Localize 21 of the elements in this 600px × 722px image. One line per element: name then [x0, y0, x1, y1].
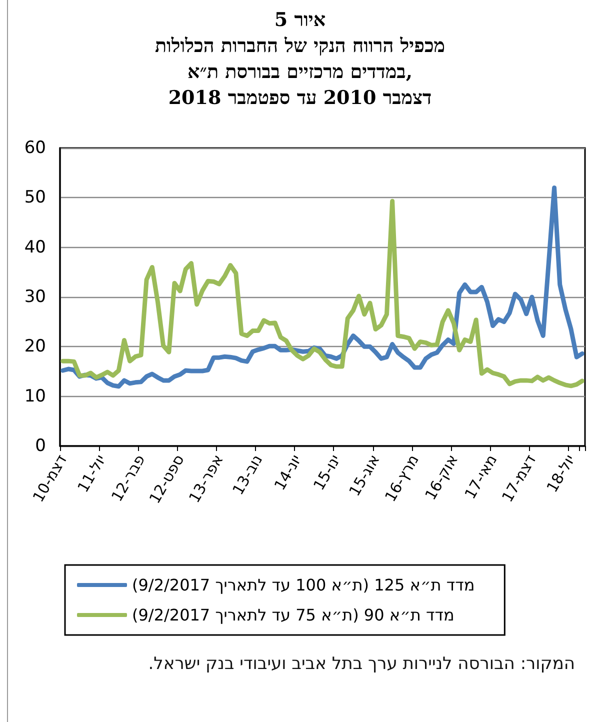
x-tick-label: דצמ-17	[498, 452, 540, 506]
legend-label: מדד ת״א 125 (ת״א 100 עד לתאריך 9/2/2017)	[132, 576, 475, 594]
x-tick-label: יול-11	[74, 452, 110, 496]
y-tick-label: 20	[24, 336, 46, 357]
y-tick-label: 40	[24, 237, 46, 258]
x-tick-label: ינו-15	[310, 452, 344, 494]
y-tick-label: 60	[24, 138, 46, 158]
y-tick-label: 50	[24, 188, 46, 208]
y-tick-label: 10	[24, 386, 46, 406]
text: המקור: הבורסה לניירות ערך בתל אביב ועיבודי בנק ישראל.	[147, 653, 575, 676]
y-tick-label: 30	[24, 287, 46, 307]
x-tick-label: נוב-13	[228, 452, 266, 498]
x-tick-label: אפר-13	[185, 452, 227, 506]
x-tick-label: יול-18	[543, 452, 579, 496]
x-tick-label: מרץ-16	[381, 452, 422, 505]
x-tick-label: יונ-14	[270, 452, 306, 494]
chart-title: איור 5 מכפיל הרווח הנקי של החברות הכלולות במדדים מרכזיים בבורסת ת״א, דצמבר 2010 עד ספטמבר 2018	[154, 9, 446, 109]
legend-label: מדד ת״א 90 (ת״א 75 עד לתאריך 9/2/2017)	[132, 606, 454, 624]
x-tick-label: אוג-15	[345, 452, 384, 500]
x-tick-label: מאי-17	[461, 452, 501, 502]
x-tick-label: אוק-16	[421, 452, 462, 504]
